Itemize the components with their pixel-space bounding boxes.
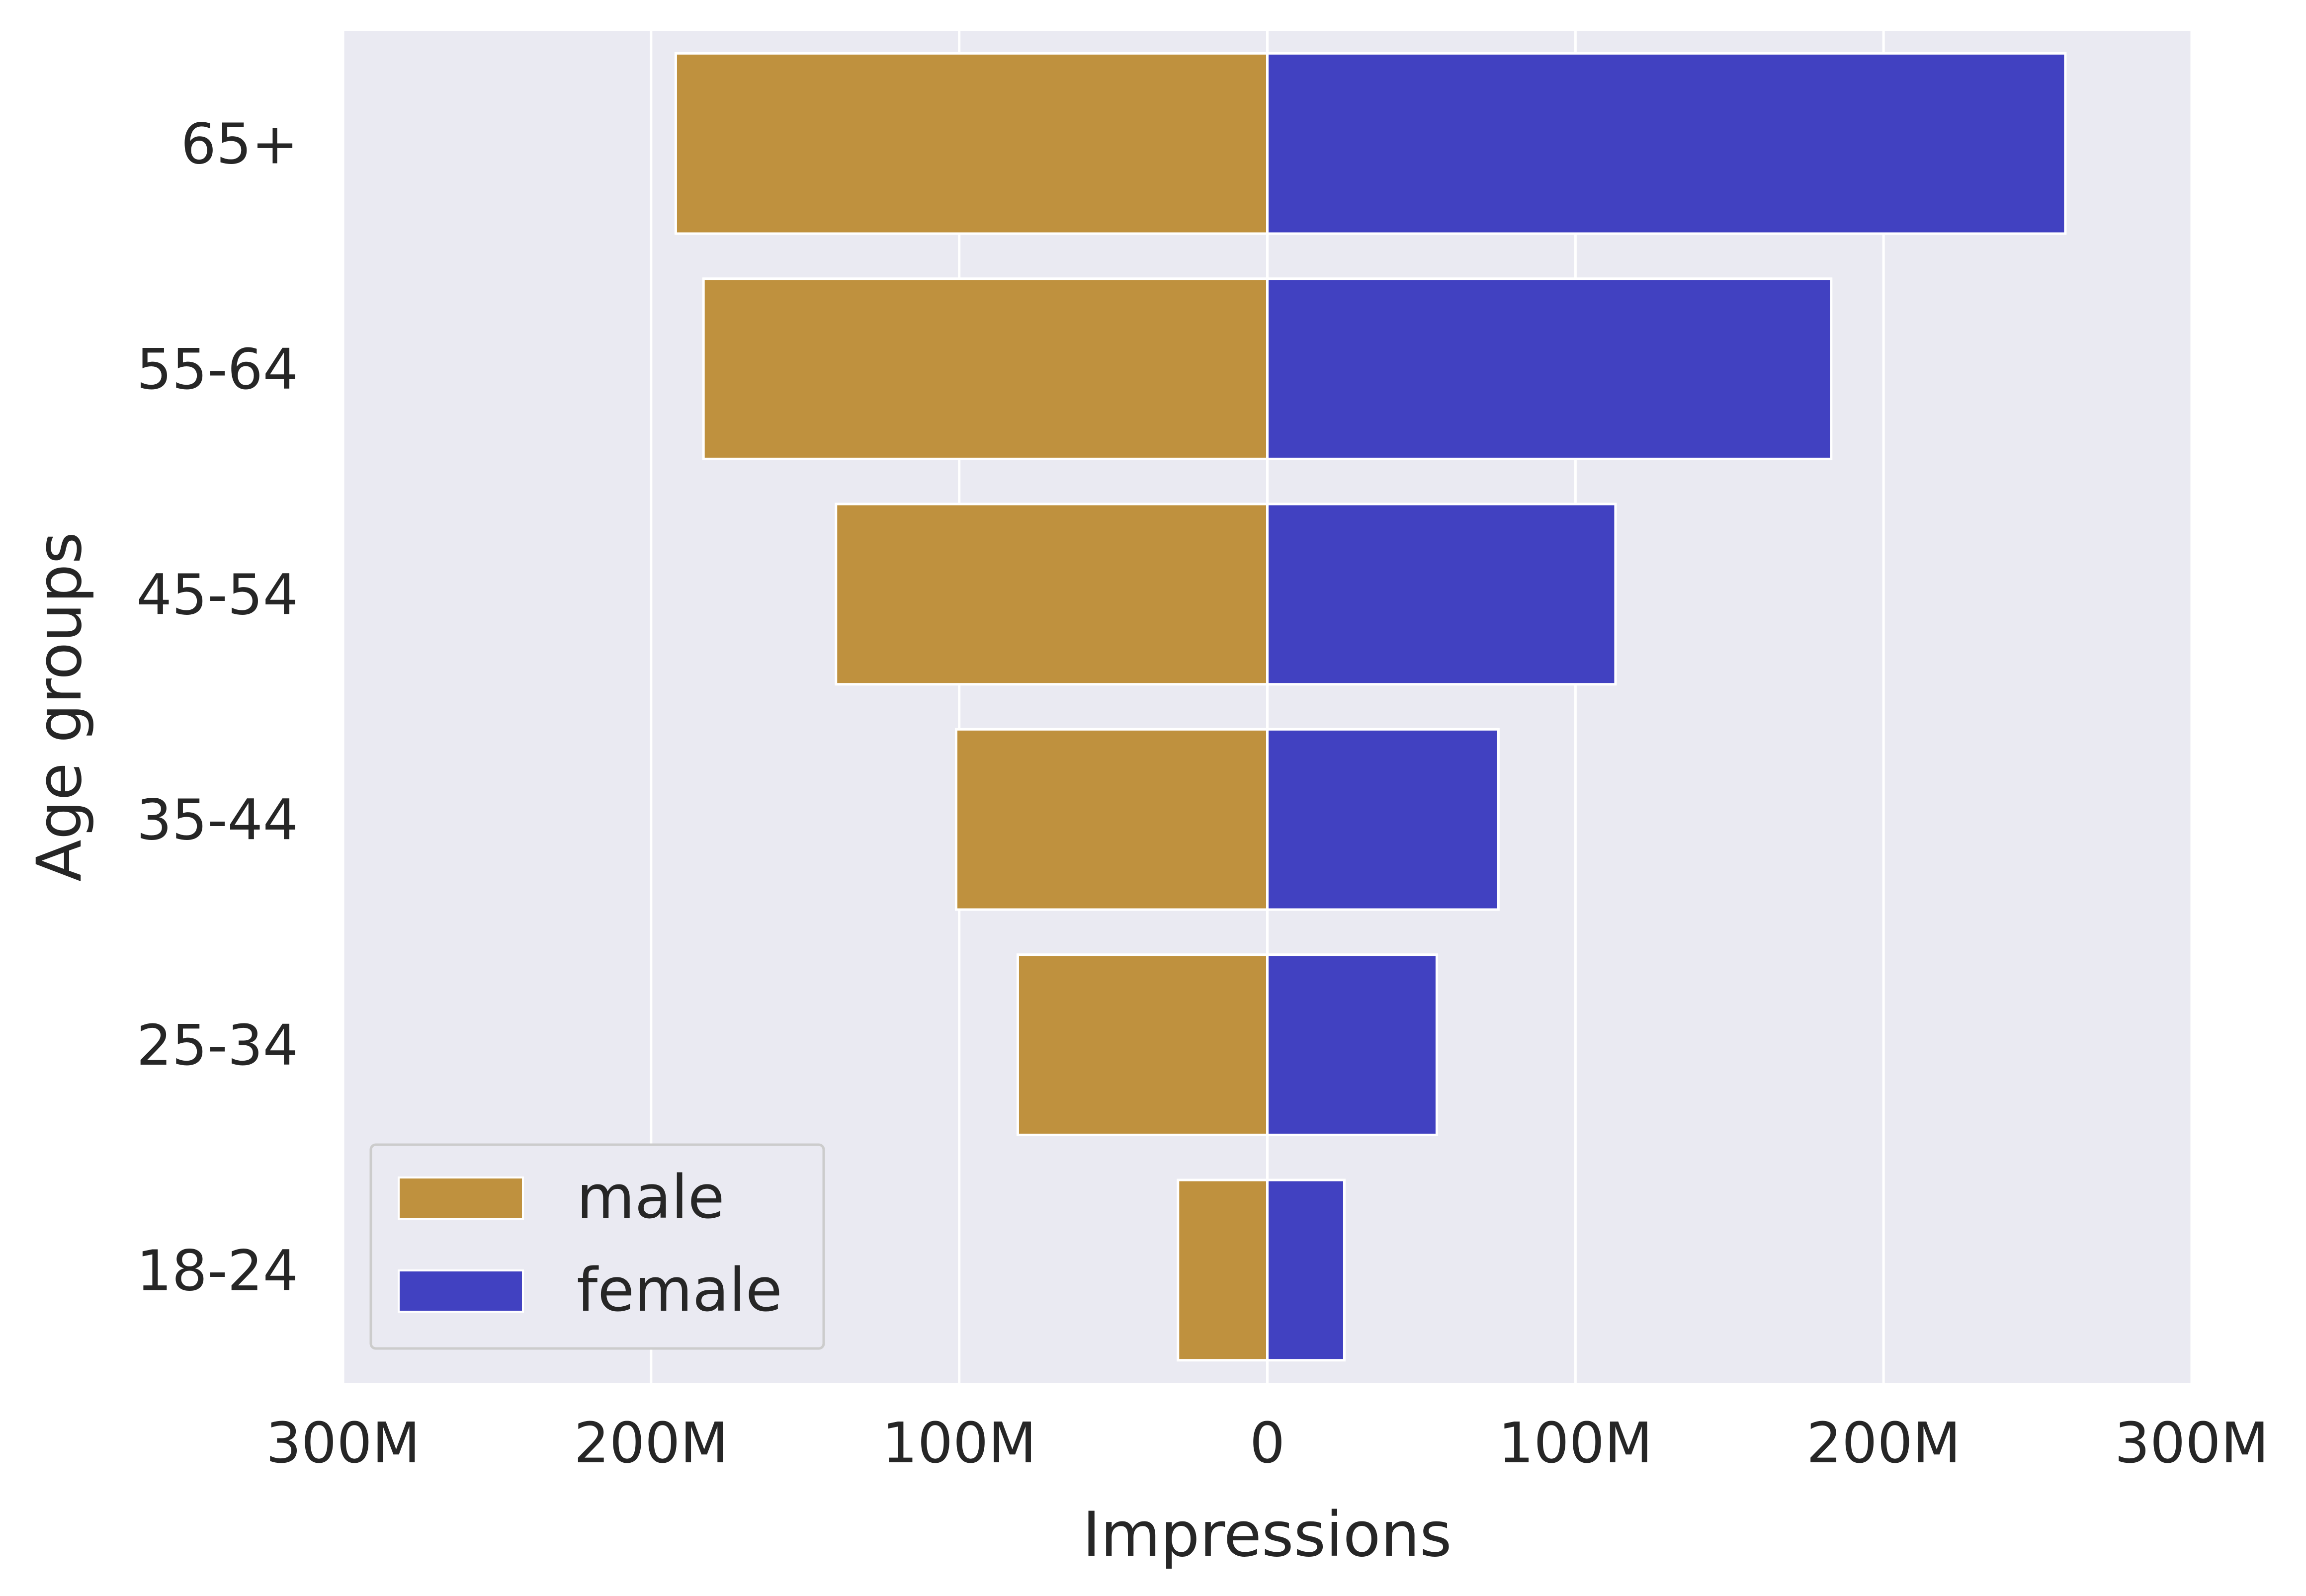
y-tick-label-18-24: 18-24 bbox=[137, 1239, 298, 1303]
legend-label-male: male bbox=[577, 1163, 725, 1232]
y-tick-label-55-64: 55-64 bbox=[137, 337, 298, 402]
bar-male-45-54 bbox=[835, 503, 1269, 686]
bar-male-65+ bbox=[674, 52, 1269, 235]
x-axis-label: Impressions bbox=[1082, 1499, 1452, 1571]
x-tick-label-2: 100M bbox=[882, 1411, 1036, 1476]
bar-male-18-24 bbox=[1177, 1178, 1269, 1362]
x-tick-labels: 300M 200M 100M 0 100M 200M 300M bbox=[266, 1411, 2269, 1476]
x-tick-label-3: 0 bbox=[1250, 1411, 1285, 1476]
bar-female-55-64 bbox=[1266, 277, 1833, 460]
y-tick-label-25-34: 25-34 bbox=[137, 1013, 298, 1078]
y-axis-label: Age groups bbox=[24, 532, 95, 882]
x-tick-label-6: 300M bbox=[2115, 1411, 2269, 1476]
bar-female-65+ bbox=[1266, 52, 2067, 235]
gridlines bbox=[342, 31, 2193, 1383]
x-tick-label-0: 300M bbox=[266, 1411, 420, 1476]
y-tick-label-65+: 65+ bbox=[181, 112, 298, 177]
bar-female-45-54 bbox=[1266, 503, 1617, 686]
legend: male female bbox=[369, 1143, 825, 1350]
bar-female-18-24 bbox=[1266, 1178, 1346, 1362]
bar-male-35-44 bbox=[954, 728, 1269, 911]
legend-label-female: female bbox=[577, 1256, 782, 1325]
y-tick-label-45-54: 45-54 bbox=[137, 563, 298, 627]
legend-swatch-male bbox=[398, 1176, 524, 1220]
bar-male-55-64 bbox=[702, 277, 1269, 460]
y-tick-labels: 65+ 55-64 45-54 35-44 25-34 18-24 bbox=[137, 112, 298, 1304]
bar-female-25-34 bbox=[1266, 953, 1438, 1136]
bars bbox=[674, 52, 2067, 1362]
x-tick-label-4: 100M bbox=[1498, 1411, 1652, 1476]
x-tick-label-1: 200M bbox=[574, 1411, 728, 1476]
bar-female-35-44 bbox=[1266, 728, 1500, 911]
y-tick-label-35-44: 35-44 bbox=[137, 788, 298, 853]
x-tick-label-5: 200M bbox=[1806, 1411, 1961, 1476]
legend-swatch-female bbox=[398, 1269, 524, 1313]
bar-male-25-34 bbox=[1016, 953, 1269, 1136]
